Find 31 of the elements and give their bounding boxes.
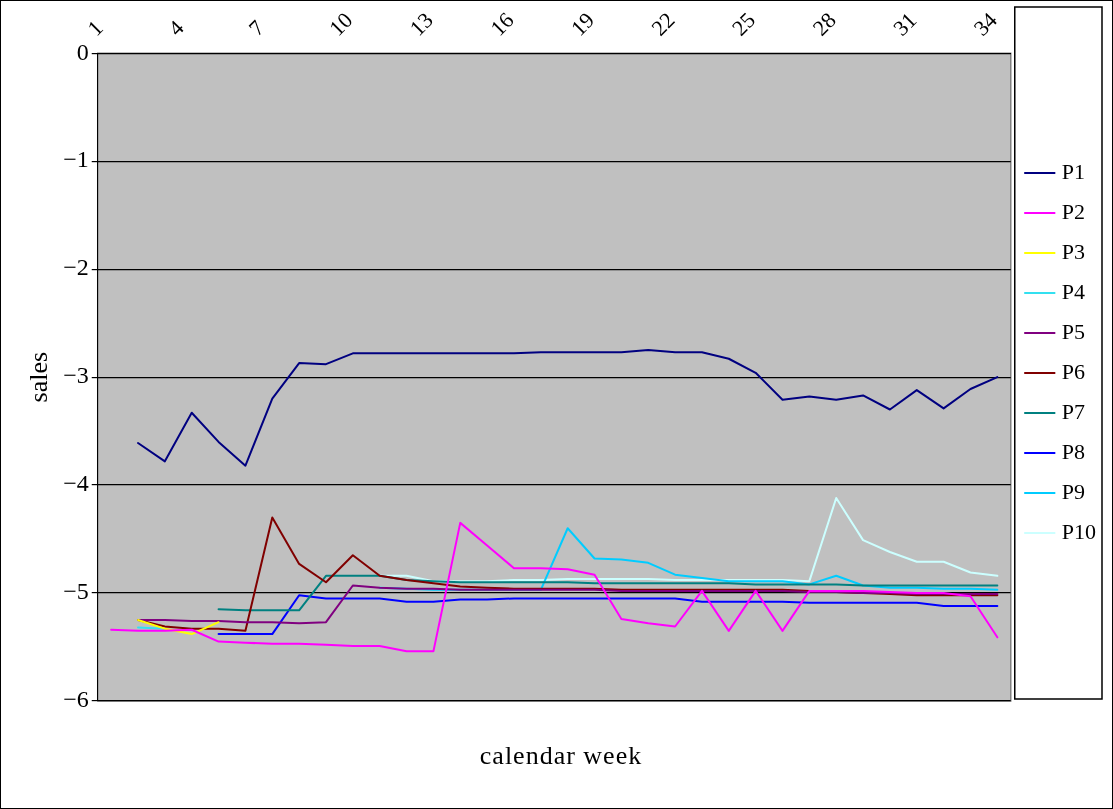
x-axis-title: calendar week bbox=[478, 741, 644, 771]
x-tick-label: 16 bbox=[485, 7, 519, 41]
x-tick-label: 13 bbox=[404, 7, 438, 41]
y-tick-label: −3 bbox=[63, 362, 89, 389]
x-tick-label: 4 bbox=[163, 15, 189, 41]
x-tick-label: 28 bbox=[807, 7, 841, 41]
legend-label: P9 bbox=[1061, 478, 1086, 504]
x-tick-label: 10 bbox=[324, 7, 358, 41]
x-tick-label: 19 bbox=[565, 7, 600, 41]
legend-label: P1 bbox=[1061, 158, 1086, 184]
y-tick-label: −2 bbox=[63, 254, 89, 281]
x-tick-label: 25 bbox=[726, 7, 761, 41]
y-tick-label: −1 bbox=[63, 146, 89, 173]
legend-label: P6 bbox=[1061, 358, 1086, 384]
y-tick-label: 0 bbox=[76, 38, 89, 65]
x-tick-label: 31 bbox=[888, 7, 922, 41]
y-tick-label: −5 bbox=[63, 578, 89, 605]
legend-label: P10 bbox=[1061, 518, 1097, 544]
legend-label: P8 bbox=[1061, 438, 1086, 464]
legend-label: P2 bbox=[1061, 198, 1086, 224]
legend-label: P3 bbox=[1061, 238, 1086, 264]
x-tick-label: 22 bbox=[646, 7, 680, 41]
legend-label: P7 bbox=[1061, 398, 1086, 424]
x-tick-label: 34 bbox=[968, 7, 1002, 41]
y-tick-label: −6 bbox=[63, 686, 89, 713]
legend-label: P4 bbox=[1061, 278, 1086, 304]
x-tick-label: 7 bbox=[243, 15, 270, 41]
x-tick-label: 1 bbox=[82, 15, 108, 41]
y-tick-label: −4 bbox=[63, 470, 89, 497]
legend-label: P5 bbox=[1061, 318, 1086, 344]
y-axis-title: sales bbox=[24, 351, 54, 403]
